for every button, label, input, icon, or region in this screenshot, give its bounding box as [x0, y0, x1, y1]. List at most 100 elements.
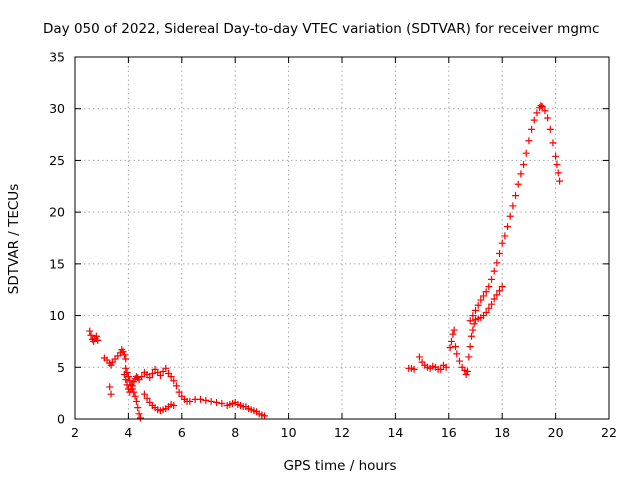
data-point [120, 371, 128, 379]
data-point [490, 295, 498, 303]
data-point [522, 149, 530, 157]
x-tick-label: 6 [178, 425, 186, 440]
data-point [122, 364, 130, 372]
data-point [446, 344, 454, 352]
data-point [528, 125, 536, 133]
data-point [506, 212, 514, 220]
data-point [488, 300, 496, 308]
data-point [123, 381, 131, 389]
data-point [196, 395, 204, 403]
data-point [107, 361, 115, 369]
data-point [451, 343, 459, 351]
data-point [453, 350, 461, 358]
data-point [553, 161, 561, 169]
data-point [554, 169, 562, 177]
data-point [146, 374, 154, 382]
data-point [186, 397, 194, 405]
data-point [106, 383, 114, 391]
data-point [175, 388, 183, 396]
tick-layer: 2 4 6 8 10 12 14 16 18 20 22 0 5 10 15 20 25 30 35 [49, 50, 617, 441]
data-point [261, 412, 269, 420]
data-point [480, 292, 488, 300]
data-point [488, 275, 496, 283]
data-point [546, 125, 554, 133]
data-point [455, 357, 463, 365]
data-point [470, 320, 478, 328]
data-point [496, 287, 504, 295]
data-point [544, 114, 552, 122]
data-point [493, 259, 501, 267]
data-point [538, 103, 546, 111]
x-tick-label: 16 [441, 425, 457, 440]
data-point [107, 390, 115, 398]
data-point [450, 326, 458, 334]
data-point [156, 372, 164, 380]
data-point [552, 152, 560, 160]
data-point [410, 365, 418, 373]
data-point [122, 355, 130, 363]
data-point [472, 306, 479, 314]
data-point [126, 388, 134, 396]
data-point [482, 308, 490, 316]
data-point [136, 414, 144, 422]
data-point [213, 398, 221, 406]
data-point [514, 180, 522, 188]
y-tick-label: 25 [49, 153, 65, 168]
x-tick-label: 18 [494, 425, 510, 440]
data-point [132, 397, 140, 405]
data-point [130, 378, 138, 386]
data-point [498, 239, 506, 247]
data-point [466, 317, 474, 325]
data-point [119, 348, 127, 356]
data-point [520, 161, 528, 169]
data-point [482, 288, 490, 296]
data-point [148, 369, 156, 377]
data-point [533, 109, 541, 117]
data-point [463, 367, 471, 375]
x-tick-label: 14 [387, 425, 403, 440]
data-point [465, 353, 473, 361]
data-point [202, 396, 210, 404]
x-tick-label: 4 [124, 425, 132, 440]
data-point [541, 107, 549, 115]
x-tick-label: 22 [601, 425, 617, 440]
data-point [449, 330, 457, 338]
data-point [501, 232, 509, 240]
data-point [128, 382, 136, 390]
grid-layer [75, 57, 609, 419]
data-point [92, 332, 100, 340]
data-point [126, 377, 134, 385]
data-point [135, 410, 143, 418]
y-tick-label: 15 [49, 256, 65, 271]
data-point [218, 399, 226, 407]
data-point [437, 365, 445, 373]
data-point [122, 376, 130, 384]
data-point [94, 336, 102, 344]
data-point [90, 337, 98, 345]
x-tick-label: 2 [71, 425, 79, 440]
data-point [87, 331, 95, 339]
data-point [138, 373, 146, 381]
x-tick-label: 20 [548, 425, 564, 440]
data-point [120, 351, 128, 359]
data-point [530, 116, 538, 124]
data-point [447, 337, 455, 345]
data-point [498, 283, 506, 291]
x-tick-label: 10 [281, 425, 297, 440]
y-tick-label: 10 [49, 308, 65, 323]
data-point [172, 382, 180, 390]
data-point [517, 170, 525, 178]
y-tick-label: 5 [57, 360, 65, 375]
x-tick-label: 8 [231, 425, 239, 440]
data-point [170, 377, 178, 385]
data-point [170, 402, 178, 410]
data-point [131, 392, 139, 400]
data-point [167, 373, 175, 381]
data-point [162, 364, 170, 372]
data-point [485, 304, 493, 312]
data-point [143, 394, 151, 402]
data-point [127, 385, 135, 393]
data-point [525, 137, 533, 145]
data-point [493, 291, 501, 299]
